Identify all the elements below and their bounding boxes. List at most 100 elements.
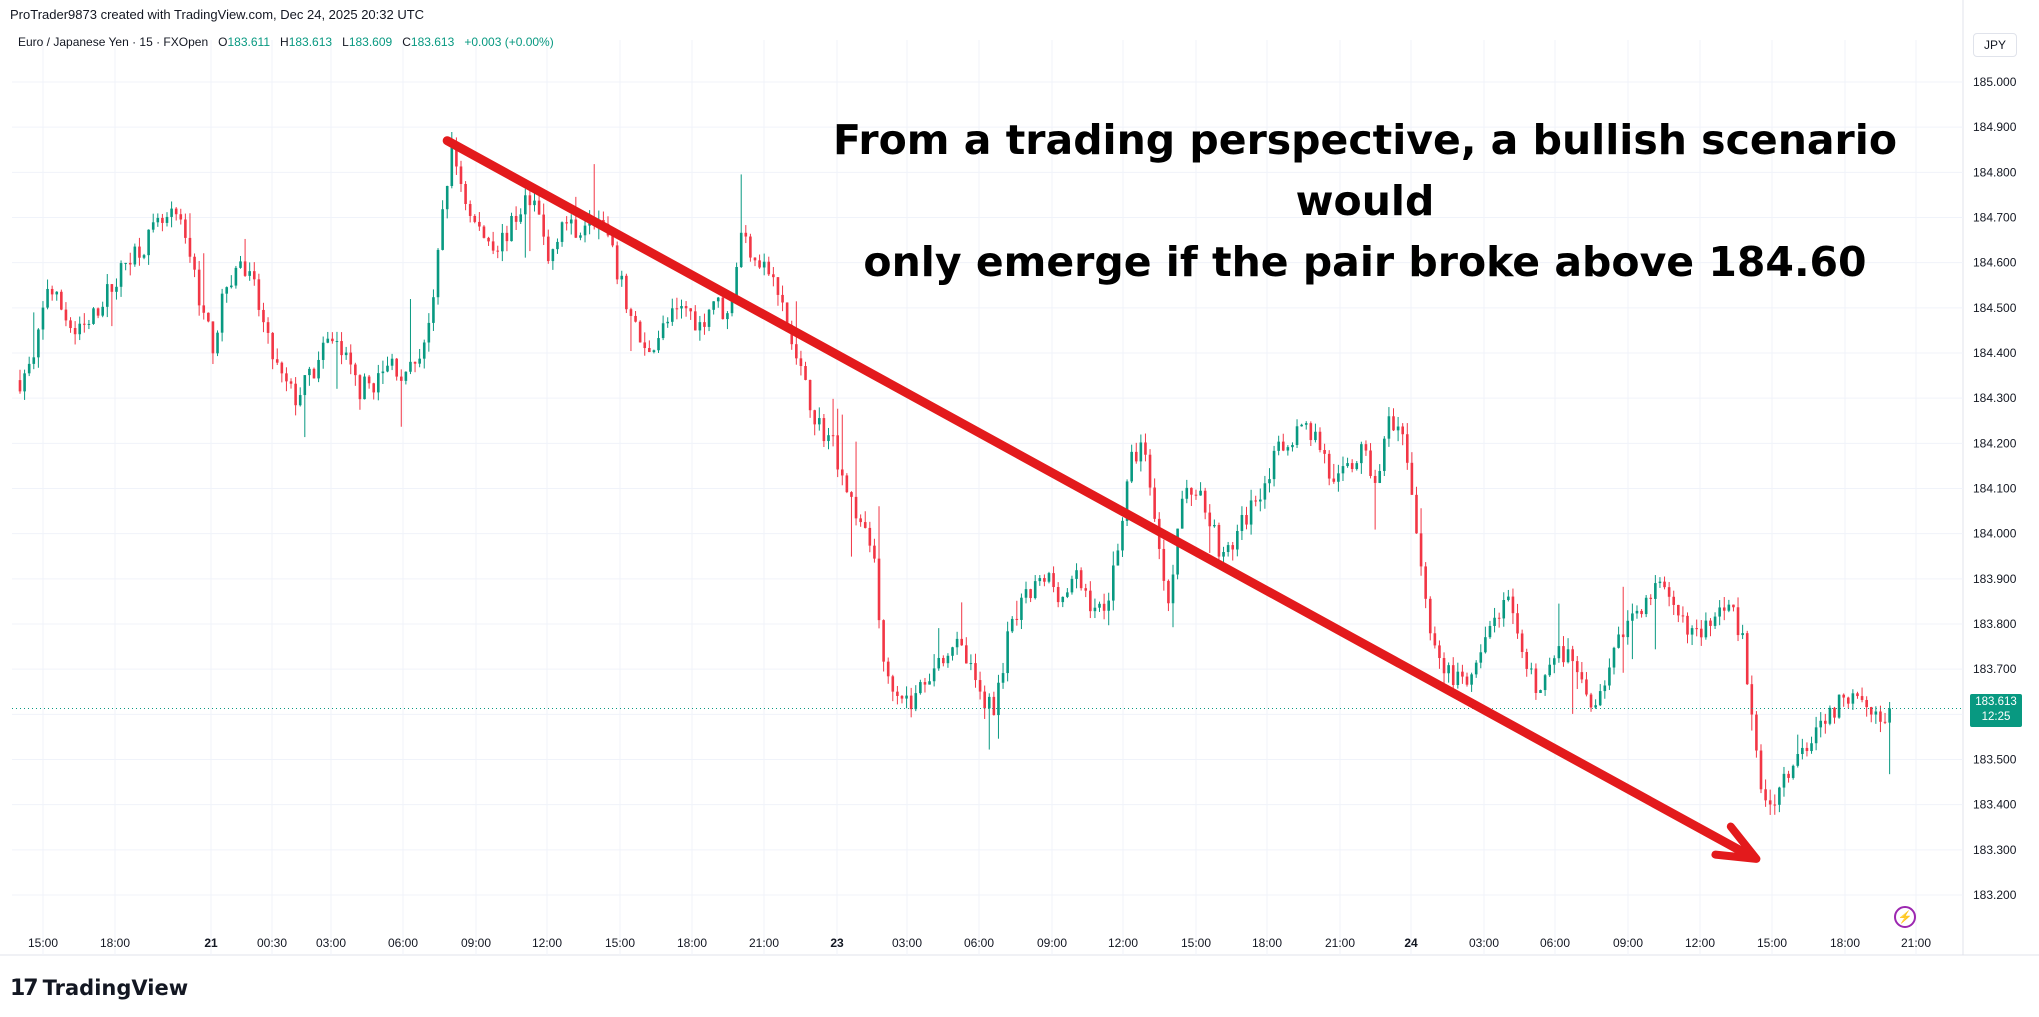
candle-body bbox=[1810, 743, 1813, 752]
candle-body bbox=[648, 348, 651, 353]
legend-low-label: L bbox=[342, 35, 349, 49]
candle-body bbox=[317, 359, 320, 379]
candle-body bbox=[1598, 691, 1602, 706]
candle-body bbox=[1585, 679, 1588, 695]
candle-body bbox=[1497, 617, 1501, 619]
candle-body bbox=[987, 696, 991, 709]
candle-body bbox=[886, 661, 890, 677]
candle-body bbox=[1663, 581, 1666, 588]
candle-body bbox=[262, 309, 265, 323]
candle-body bbox=[1635, 610, 1639, 614]
candle-body bbox=[1318, 431, 1322, 451]
currency-button[interactable]: JPY bbox=[1973, 33, 2017, 57]
candle-body bbox=[1107, 600, 1111, 611]
time-tick-label: 18:00 bbox=[1830, 936, 1860, 950]
candle-body bbox=[252, 271, 256, 280]
time-axis[interactable]: 15:00 18:00 21 00:30 03:00 06:00 09:00 12:00 15:… bbox=[28, 936, 1931, 950]
price-tick-label: 184.300 bbox=[1973, 391, 2017, 405]
candle-body bbox=[519, 214, 523, 222]
candle-body bbox=[1089, 590, 1092, 612]
candle-body bbox=[799, 358, 803, 367]
candle-body bbox=[1488, 625, 1492, 638]
price-tick-label: 183.400 bbox=[1973, 798, 2017, 812]
candle-body bbox=[1217, 524, 1221, 557]
candle-body bbox=[96, 308, 100, 316]
candle-body bbox=[716, 297, 720, 302]
candle-body bbox=[546, 236, 550, 262]
annotation-text[interactable]: From a trading perspective, a bullish sc… bbox=[800, 110, 1930, 293]
price-tick-label: 184.600 bbox=[1973, 256, 2017, 270]
time-tick-label: 18:00 bbox=[100, 936, 130, 950]
price-tick-label: 184.200 bbox=[1973, 436, 2017, 450]
candle-body bbox=[671, 308, 674, 322]
candle-body bbox=[1134, 451, 1138, 462]
candle-body bbox=[331, 338, 334, 342]
candle-body bbox=[629, 309, 633, 316]
candle-body bbox=[739, 232, 743, 267]
candle-body bbox=[147, 229, 150, 256]
candle-body bbox=[611, 235, 614, 246]
legend-symbol[interactable]: Euro / Japanese Yen · 15 · FXOpen bbox=[18, 35, 209, 49]
annotation-line-2: only emerge if the pair broke above 184.… bbox=[863, 238, 1867, 286]
trend-arrow[interactable] bbox=[442, 136, 1761, 863]
candle-body bbox=[1309, 423, 1313, 441]
candle-body bbox=[464, 183, 467, 205]
tradingview-logo[interactable]: 17 TradingView bbox=[10, 975, 188, 1001]
candle-body bbox=[1024, 589, 1028, 598]
candle-body bbox=[758, 260, 761, 268]
candle-body bbox=[960, 638, 964, 646]
time-tick-label: 00:30 bbox=[257, 936, 287, 950]
brand-name: TradingView bbox=[42, 976, 189, 1000]
time-tick-label: 15:00 bbox=[1181, 936, 1211, 950]
price-tick-label: 183.800 bbox=[1973, 617, 2017, 631]
candle-body bbox=[193, 256, 196, 270]
candle-body bbox=[505, 232, 509, 242]
candle-body bbox=[955, 638, 959, 648]
time-tick-label: 12:00 bbox=[532, 936, 562, 950]
price-tick-label: 184.100 bbox=[1973, 482, 2017, 496]
candle-body bbox=[27, 363, 31, 374]
candle-body bbox=[1111, 565, 1115, 601]
candle-body bbox=[1295, 426, 1299, 445]
candle-body bbox=[707, 309, 711, 327]
candle-body bbox=[441, 209, 444, 250]
candle-body bbox=[1479, 652, 1483, 663]
candle-body bbox=[501, 232, 504, 252]
candle-body bbox=[1203, 490, 1207, 513]
symbol-legend[interactable]: Euro / Japanese Yen · 15 · FXOpen O183.6… bbox=[18, 35, 554, 49]
candle-body bbox=[179, 214, 183, 220]
candle-body bbox=[1846, 697, 1850, 704]
candle-body bbox=[422, 342, 426, 359]
candle-body bbox=[1690, 628, 1694, 635]
candle-body bbox=[1401, 426, 1404, 435]
legend-close-label: C bbox=[402, 35, 411, 49]
candle-body bbox=[1709, 620, 1712, 626]
candle-body bbox=[1631, 613, 1634, 621]
candle-body bbox=[211, 321, 215, 354]
candle-body bbox=[785, 302, 789, 326]
price-axis[interactable]: 185.000 184.900 184.800 184.700 184.600 184.5… bbox=[1973, 75, 2017, 902]
candle-body bbox=[239, 261, 242, 268]
candle-body bbox=[202, 305, 206, 313]
candle-body bbox=[510, 215, 513, 242]
candle-body bbox=[1626, 620, 1630, 638]
candle-body bbox=[1226, 545, 1230, 553]
candle-body bbox=[1249, 500, 1253, 525]
candle-body bbox=[1608, 667, 1611, 686]
candle-body bbox=[105, 284, 109, 307]
candle-body bbox=[615, 245, 619, 280]
candle-body bbox=[496, 250, 500, 252]
candle-body bbox=[1580, 672, 1584, 680]
candle-body bbox=[450, 141, 454, 186]
lightning-icon[interactable]: ⚡ bbox=[1894, 906, 1916, 928]
candle-body bbox=[919, 682, 922, 694]
candle-body bbox=[675, 308, 679, 310]
candle-body bbox=[432, 297, 435, 323]
candle-body bbox=[1470, 674, 1473, 685]
candle-body bbox=[326, 338, 330, 343]
candle-body bbox=[344, 352, 348, 356]
candle-body bbox=[1405, 434, 1409, 463]
candle-body bbox=[1640, 610, 1643, 615]
